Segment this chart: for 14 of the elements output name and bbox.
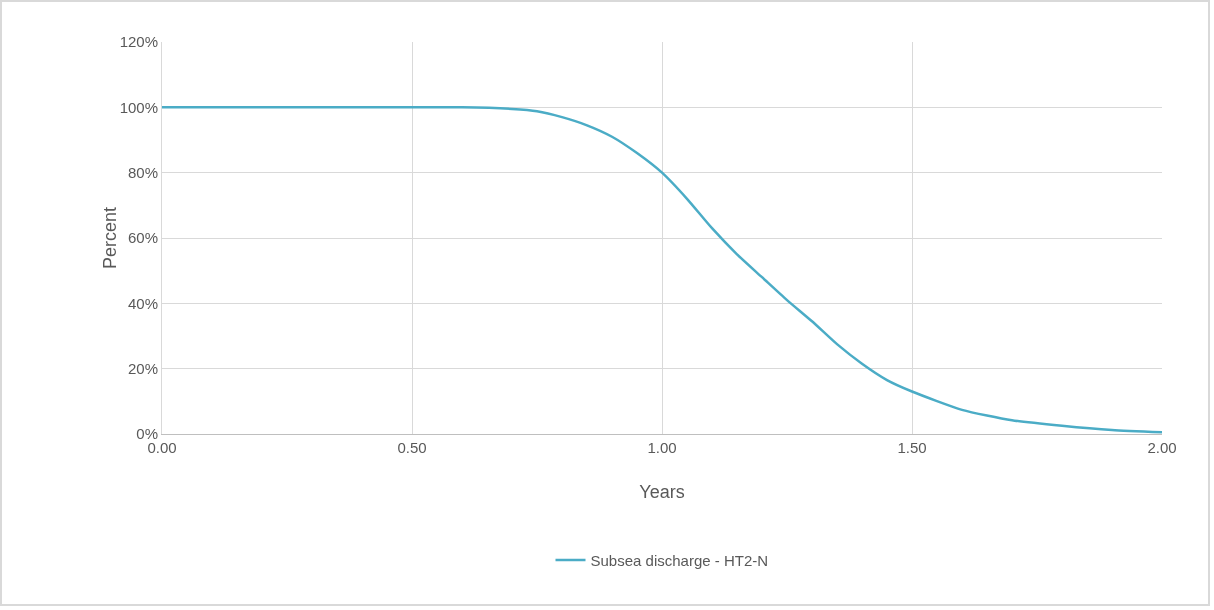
x-axis-title: Years	[639, 482, 685, 502]
y-tick-label: 120%	[119, 33, 158, 51]
y-tick-label: 80%	[127, 163, 158, 181]
y-tick-label: 60%	[127, 229, 158, 247]
y-tick-label: 40%	[127, 294, 158, 312]
x-tick-label: 2.00	[1147, 439, 1177, 456]
y-axis-title: Percent	[100, 206, 120, 270]
y-tick-label: 100%	[119, 98, 158, 116]
legend-label: Subsea discharge - HT2-N	[590, 551, 769, 569]
x-tick-label: 0.50	[397, 439, 427, 456]
y-tick-label: 20%	[127, 359, 158, 377]
line-series	[162, 106, 1162, 434]
x-tick-label: 1.00	[647, 439, 677, 456]
x-tick-label: 1.50	[897, 439, 927, 456]
